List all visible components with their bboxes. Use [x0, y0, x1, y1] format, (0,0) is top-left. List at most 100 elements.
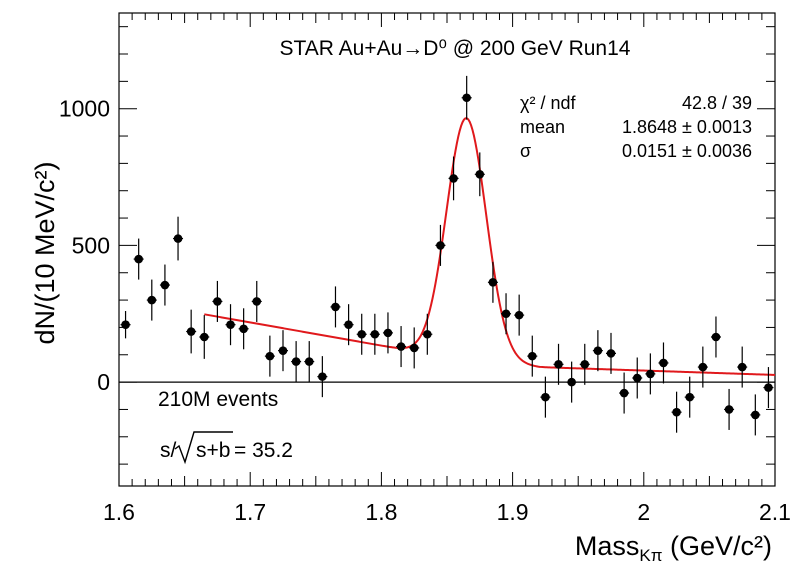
data-marker	[462, 93, 471, 103]
data-marker	[751, 410, 760, 420]
data-point	[343, 304, 354, 346]
data-marker	[409, 343, 419, 353]
data-marker	[737, 362, 747, 372]
data-marker	[659, 358, 668, 368]
data-point	[212, 280, 223, 322]
data-marker	[764, 383, 773, 392]
data-marker	[160, 280, 170, 290]
data-point	[238, 308, 249, 350]
data-point	[553, 343, 564, 385]
data-marker	[304, 357, 314, 366]
data-point	[750, 394, 761, 436]
x-axis-label-unit: (GeV/c²)	[662, 531, 772, 561]
data-marker	[436, 241, 445, 250]
significance-value: = 35.2	[234, 439, 293, 462]
x-tick-label: 2	[637, 499, 650, 525]
sqrt-sign	[174, 431, 233, 465]
data-marker	[173, 234, 183, 243]
data-marker	[213, 297, 222, 306]
data-marker	[186, 327, 196, 336]
y-tick-label: 500	[72, 232, 110, 258]
data-marker	[685, 392, 695, 402]
data-marker	[606, 349, 616, 358]
data-point	[264, 335, 275, 377]
data-point	[448, 156, 459, 201]
data-marker	[423, 329, 432, 339]
x-axis-label-subscript: Kπ	[639, 546, 662, 565]
data-point	[317, 356, 328, 398]
data-marker	[724, 405, 734, 414]
data-point	[369, 313, 380, 355]
data-point	[278, 330, 288, 372]
data-marker	[239, 324, 248, 334]
data-marker	[357, 329, 367, 339]
data-marker	[252, 297, 262, 306]
data-point	[396, 326, 407, 368]
data-point	[382, 312, 393, 354]
data-marker	[711, 332, 721, 342]
data-point	[120, 311, 131, 339]
data-marker	[134, 254, 143, 264]
data-marker	[278, 346, 288, 355]
data-point	[330, 286, 341, 328]
data-marker	[475, 170, 485, 179]
data-marker	[383, 328, 393, 338]
fit-stat-label-mean: mean	[520, 117, 565, 137]
fit-stat-label-sigma: σ	[520, 141, 531, 161]
data-point	[632, 357, 643, 399]
data-marker	[370, 329, 380, 339]
data-point	[487, 261, 498, 303]
data-point	[710, 316, 721, 358]
data-marker	[291, 357, 301, 366]
x-tick-label: 2.1	[759, 499, 791, 525]
data-marker	[619, 388, 629, 398]
data-marker	[199, 332, 209, 342]
fit-curve	[204, 117, 776, 376]
x-axis-label: MassKπ (GeV/c²)	[575, 531, 772, 565]
data-point	[146, 279, 157, 321]
fit-stat-value-sigma: 0.0151 ± 0.0036	[622, 141, 752, 161]
data-point	[619, 372, 630, 414]
data-point	[645, 353, 656, 395]
fit-stats-box: χ² / ndf 42.8 / 39 mean 1.8648 ± 0.0013 …	[520, 93, 752, 161]
x-tick-label: 1.8	[365, 499, 397, 525]
y-axis-label: dN/(10 MeV/c²)	[30, 161, 60, 344]
data-marker	[449, 174, 458, 183]
data-marker	[527, 351, 537, 361]
fit-stat-label-chi2: χ² / ndf	[520, 93, 576, 113]
data-marker	[121, 320, 130, 329]
data-marker	[396, 342, 406, 351]
data-marker	[226, 320, 235, 329]
data-marker	[646, 369, 655, 379]
data-point	[540, 376, 551, 418]
data-marker	[580, 360, 590, 369]
data-marker	[331, 302, 340, 312]
x-tick-label: 1.6	[103, 499, 135, 525]
x-tick-label: 1.7	[234, 499, 266, 525]
y-tick-label: 1000	[59, 96, 110, 122]
data-point	[566, 361, 577, 403]
data-point	[225, 304, 236, 346]
data-marker	[567, 377, 576, 387]
data-marker	[698, 362, 708, 372]
data-marker	[318, 372, 327, 381]
data-point	[304, 341, 315, 383]
data-point	[671, 391, 682, 433]
chart-title: STAR Au+Au→D⁰ @ 200 GeV Run14	[280, 37, 631, 60]
data-point	[435, 224, 446, 266]
data-point	[737, 346, 748, 388]
data-point	[251, 280, 262, 322]
data-point	[409, 327, 420, 369]
x-axis-label-main: Mass	[575, 531, 640, 561]
data-point	[291, 341, 302, 383]
x-tick-label: 1.9	[497, 499, 529, 525]
data-point	[606, 332, 616, 374]
data-marker	[265, 351, 275, 361]
data-point	[527, 335, 538, 377]
data-point	[763, 367, 774, 409]
data-point	[724, 388, 735, 430]
data-point	[422, 313, 433, 355]
data-marker	[554, 360, 563, 369]
fit-stat-value-chi2: 42.8 / 39	[682, 93, 752, 113]
